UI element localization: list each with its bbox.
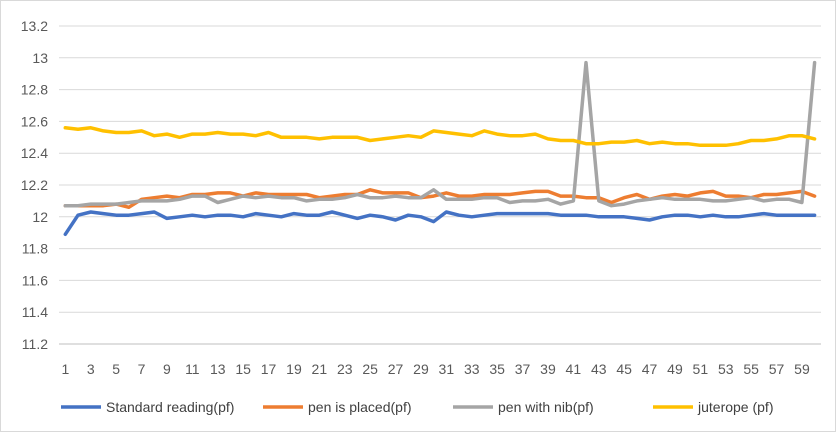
y-tick-label: 13.2 (21, 18, 48, 34)
legend-label: pen is placed(pf) (308, 399, 412, 415)
x-tick-label: 7 (138, 361, 146, 377)
legend-label: Standard reading(pf) (106, 399, 234, 415)
x-tick-label: 35 (489, 361, 505, 377)
x-tick-label: 13 (210, 361, 226, 377)
x-tick-label: 11 (185, 361, 200, 377)
x-tick-label: 3 (87, 361, 95, 377)
y-tick-label: 11.2 (22, 336, 48, 352)
x-tick-label: 37 (515, 361, 531, 377)
x-tick-label: 15 (235, 361, 251, 377)
x-tick-label: 31 (439, 361, 455, 377)
x-tick-label: 25 (362, 361, 378, 377)
x-tick-label: 5 (112, 361, 120, 377)
x-tick-label: 33 (464, 361, 480, 377)
x-tick-label: 49 (667, 361, 683, 377)
legend-label: juterope (pf) (697, 399, 773, 415)
legend-label: pen with nib(pf) (498, 399, 594, 415)
x-tick-label: 57 (769, 361, 785, 377)
x-tick-label: 1 (61, 361, 69, 377)
y-tick-label: 13 (32, 50, 48, 66)
x-tick-label: 43 (591, 361, 607, 377)
x-tick-label: 19 (286, 361, 302, 377)
y-tick-label: 12 (32, 209, 48, 225)
x-tick-label: 55 (743, 361, 759, 377)
series-line-1 (63, 210, 817, 237)
y-tick-label: 12.4 (21, 145, 48, 161)
x-tick-label: 23 (337, 361, 353, 377)
y-tick-label: 12.2 (21, 177, 48, 193)
x-tick-label: 21 (312, 361, 328, 377)
y-tick-label: 12.6 (21, 113, 48, 129)
x-tick-label: 17 (261, 361, 277, 377)
x-tick-label: 27 (388, 361, 404, 377)
x-tick-label: 47 (642, 361, 658, 377)
x-tick-label: 59 (794, 361, 810, 377)
series-line-3 (63, 60, 817, 208)
y-tick-label: 11.6 (22, 272, 48, 288)
y-tick-label: 11.4 (22, 304, 48, 320)
y-tick-label: 12.8 (21, 82, 48, 98)
series-line-4 (63, 126, 817, 148)
x-tick-label: 41 (566, 361, 582, 377)
x-tick-label: 45 (616, 361, 632, 377)
x-tick-label: 53 (718, 361, 734, 377)
x-tick-label: 39 (540, 361, 556, 377)
y-tick-label: 11.8 (22, 241, 48, 257)
x-tick-label: 51 (693, 361, 709, 377)
x-tick-label: 9 (163, 361, 171, 377)
x-tick-label: 29 (413, 361, 429, 377)
